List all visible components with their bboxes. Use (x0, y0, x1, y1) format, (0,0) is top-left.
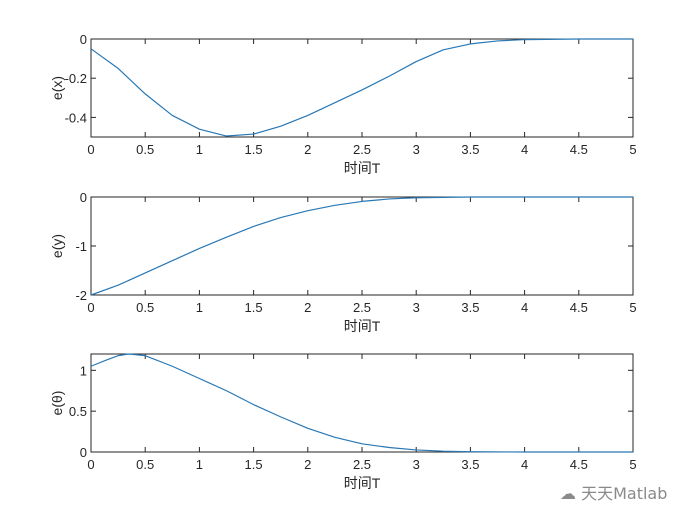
axes-box (90, 38, 634, 138)
subplot-1: 0 0.5 1 1.5 2 2.5 3 3.5 4 4.5 5 -0.4 -0.2 0 时间T e(x) (49, 32, 637, 176)
x-tick-label: 2 (304, 457, 311, 472)
x-tick-label: 4 (521, 457, 528, 472)
y-tick-label: -2 (75, 288, 87, 303)
wechat-icon: ☁ (560, 484, 576, 503)
x-tick-label: 3.5 (461, 142, 479, 157)
x-tick-label: 5 (629, 142, 636, 157)
y-axis-label: e(y) (49, 234, 65, 258)
x-tick-label: 4 (521, 142, 528, 157)
data-line (90, 353, 633, 453)
x-tick-label: 4 (521, 300, 528, 315)
x-tick-label: 3.5 (461, 300, 479, 315)
x-tick-label: 0.5 (136, 457, 154, 472)
x-tick-label: 4.5 (570, 300, 588, 315)
x-tick-label: 1 (196, 300, 203, 315)
x-tick-label: 2 (304, 142, 311, 157)
x-axis-label: 时间T (344, 318, 381, 334)
x-tick-label: 2 (304, 300, 311, 315)
data-line (90, 38, 633, 137)
y-tick-label: -0.4 (65, 110, 87, 125)
x-tick-label: 0 (87, 300, 94, 315)
x-tick-label: 4.5 (570, 142, 588, 157)
x-tick-label: 1.5 (245, 457, 263, 472)
x-tick-label: 3.5 (461, 457, 479, 472)
x-axis-label: 时间T (344, 475, 381, 491)
x-tick-label: 0.5 (136, 142, 154, 157)
x-tick-label: 1.5 (245, 142, 263, 157)
x-tick-label: 3 (413, 142, 420, 157)
axes-box (90, 196, 634, 296)
x-tick-label: 0 (87, 457, 94, 472)
x-tick-label: 0 (87, 142, 94, 157)
y-tick-label: 0 (80, 445, 87, 460)
y-tick-label: 1 (80, 363, 87, 378)
y-tick-label: 0.5 (69, 404, 87, 419)
x-tick-label: 2.5 (353, 300, 371, 315)
data-line (90, 196, 633, 296)
x-tick-label: 1 (196, 142, 203, 157)
y-tick-label: 0 (80, 32, 87, 47)
watermark: ☁ 天天Matlab (560, 480, 700, 504)
axes-box (90, 353, 634, 453)
x-tick-label: 2.5 (353, 142, 371, 157)
x-tick-label: 0.5 (136, 300, 154, 315)
y-tick-label: -1 (75, 239, 87, 254)
x-tick-label: 4.5 (570, 457, 588, 472)
subplot-3: 0 0.5 1 1.5 2 2.5 3 3.5 4 4.5 5 0 0.5 1 时间T e(θ) (49, 353, 637, 491)
x-tick-label: 3 (413, 300, 420, 315)
x-axis-label: 时间T (344, 160, 381, 176)
x-tick-label: 3 (413, 457, 420, 472)
subplot-2: 0 0.5 1 1.5 2 2.5 3 3.5 4 4.5 5 -2 -1 0 时间T e(y) (49, 190, 637, 334)
y-axis-label: e(x) (49, 76, 65, 100)
y-axis-label: e(θ) (49, 391, 65, 416)
x-tick-label: 1.5 (245, 300, 263, 315)
x-tick-label: 5 (629, 457, 636, 472)
y-tick-label: 0 (80, 190, 87, 205)
x-tick-label: 5 (629, 300, 636, 315)
x-tick-label: 2.5 (353, 457, 371, 472)
y-tick-label: -0.2 (65, 71, 87, 86)
watermark-text: 天天Matlab (581, 484, 668, 503)
x-tick-label: 1 (196, 457, 203, 472)
